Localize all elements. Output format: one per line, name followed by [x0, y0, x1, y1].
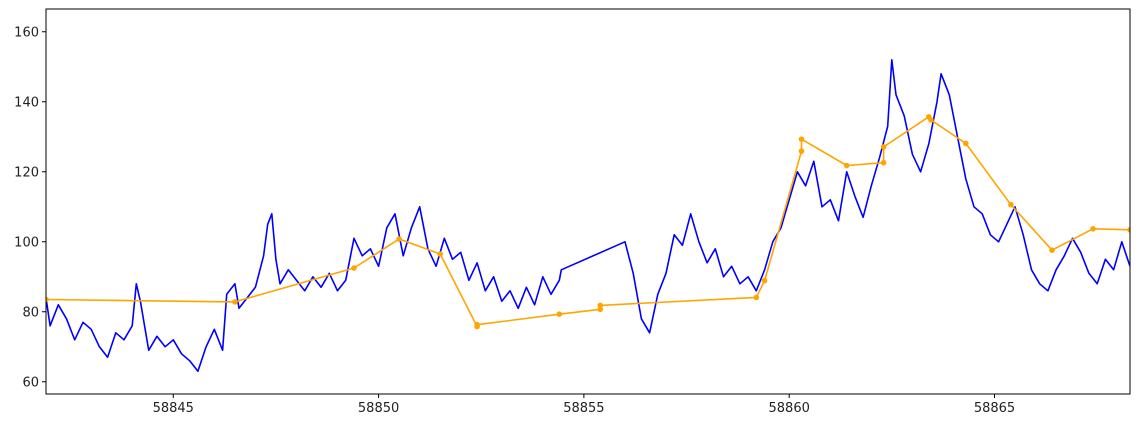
series-2-point-12	[761, 277, 768, 284]
y-tick-label: 120	[14, 165, 39, 180]
series-2-point-7	[474, 321, 480, 328]
plot-area	[45, 8, 1131, 395]
series-2-point-1	[46, 296, 49, 303]
y-axis: 60 80 100 120 140 160	[14, 25, 46, 390]
x-tick-label: 58850	[358, 401, 399, 416]
series-2-line	[46, 116, 1130, 328]
x-tick-label: 58845	[153, 401, 194, 416]
series-2-point-2	[232, 299, 238, 305]
series-2-point-16	[880, 159, 887, 166]
series-2-point-9	[597, 306, 604, 313]
series-2-point-8	[556, 311, 563, 318]
series-2-point-3	[351, 265, 357, 271]
y-tick-label: 60	[22, 375, 39, 390]
series-1-line	[46, 59, 1130, 373]
y-tick-label: 80	[22, 305, 39, 320]
y-tick-label: 160	[14, 25, 39, 40]
series-2-point-22	[1049, 247, 1055, 253]
x-tick-label: 58865	[974, 401, 1015, 416]
series-2-point-17	[880, 144, 887, 150]
series-2-point-10	[597, 302, 604, 309]
y-tick-label: 100	[14, 235, 39, 250]
series-2-point-19	[928, 117, 934, 123]
x-axis: 58845 58850 58855 58860 58865	[153, 394, 1015, 416]
series-2-point-5	[437, 251, 444, 257]
series-2-point-14	[798, 136, 805, 142]
y-tick-label: 140	[14, 95, 39, 110]
series-1	[46, 59, 1130, 373]
series-2-point-11	[753, 294, 760, 301]
series-2-point-15	[843, 162, 850, 169]
series-2-point-24	[1127, 227, 1130, 233]
plot-frame	[45, 8, 1131, 395]
series-2-point-21	[1008, 201, 1014, 208]
series-2-point-4	[396, 236, 402, 242]
series-2-point-23	[1090, 226, 1096, 232]
series-2	[46, 114, 1130, 330]
x-tick-label: 58855	[563, 401, 604, 416]
series-2-point-20	[963, 140, 969, 147]
series-2-point-13	[798, 148, 805, 154]
x-tick-label: 58860	[769, 401, 810, 416]
